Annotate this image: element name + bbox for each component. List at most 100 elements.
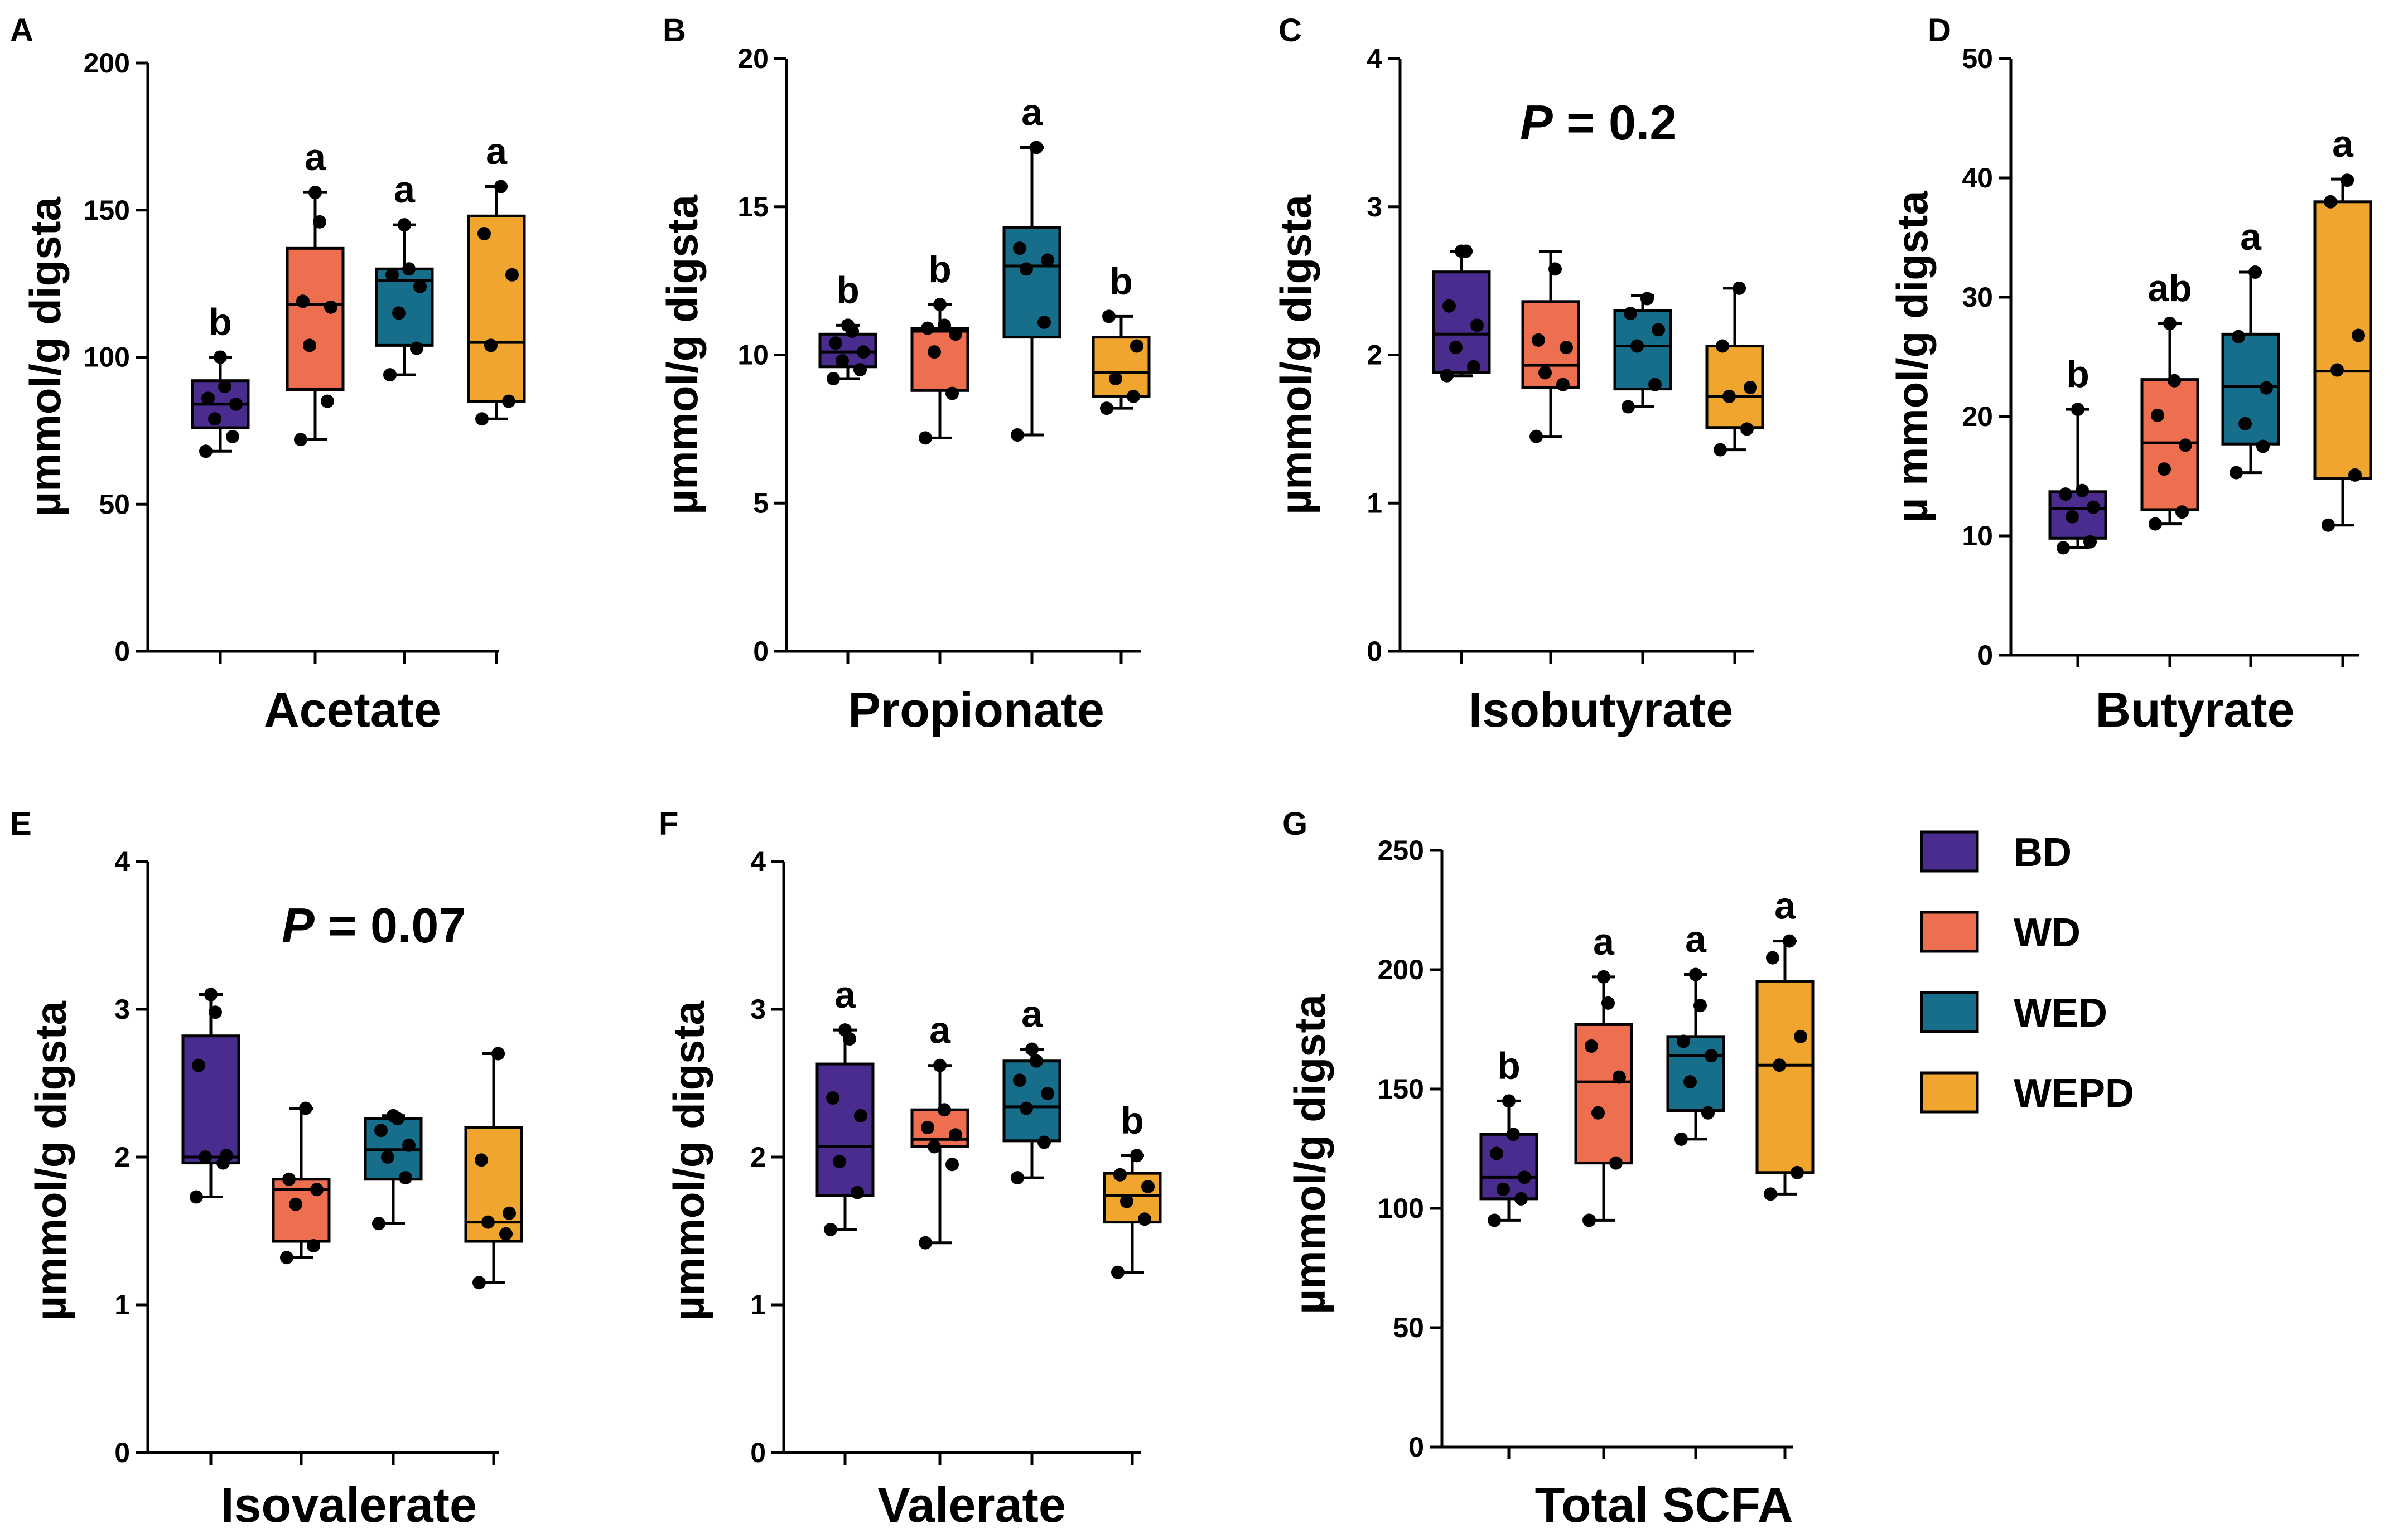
panel-b-box-wd-data-point <box>938 318 951 332</box>
panel-f-box-wepd-data-point <box>1111 1265 1125 1279</box>
panel-a-box-wepd-iqr-box <box>467 214 526 403</box>
panel-a-box-wed-data-point <box>398 218 411 232</box>
panel-e-box-wed-data-point <box>387 1109 400 1122</box>
panel-e-box-wepd-data-point <box>472 1276 486 1290</box>
panel-a-box-wepd-data-point <box>494 180 508 193</box>
panel-a-letter: A <box>10 12 33 49</box>
panel-b-box-wepd-data-point <box>1127 389 1140 403</box>
panel-b-y-tick-label: 10 <box>737 340 769 371</box>
panel-b-box-wepd-data-point <box>1109 372 1122 386</box>
panel-f-y-label: µmmol/g digsta <box>664 1001 713 1321</box>
panel-g-box-wd: a <box>1574 921 1633 1227</box>
panel-f-box-wd-data-point <box>928 1140 941 1154</box>
panel-g-y-label: µmmol/g digsta <box>1285 994 1334 1314</box>
panel-f-y-tick-label: 2 <box>750 1141 766 1173</box>
panel-a-box-bd-data-point <box>214 350 227 364</box>
panel-e-box-wepd-data-point <box>491 1047 505 1061</box>
panel-d-box-wd-data-point <box>2163 317 2177 331</box>
panel-c-y-tick-label: 2 <box>1367 340 1382 371</box>
panel-a-y-tick-label: 150 <box>84 195 130 226</box>
panel-b-box-wd-data-point <box>933 298 947 312</box>
panel-b-box-bd-data-point <box>827 372 840 386</box>
panel-g-box-wd-data-point <box>1613 1070 1626 1084</box>
panel-g-box-wepd-iqr-box <box>1755 980 1815 1174</box>
legend-swatch-wed <box>1920 991 1979 1033</box>
panel-f-box-bd-data-point <box>824 1222 837 1236</box>
panel-d-box-bd-data-point <box>2071 403 2084 417</box>
panel-a-box-wepd-data-point <box>505 268 519 282</box>
panel-g-letter: G <box>1282 806 1307 842</box>
legend-item-wepd: WEPD <box>1920 1071 2134 1116</box>
panel-e-y-tick-label: 3 <box>114 994 130 1025</box>
panel-c-box-wed-data-point <box>1648 378 1662 391</box>
panel-b-y-tick-label: 20 <box>737 43 769 74</box>
panel-e-p-value: P = 0.07 <box>282 898 466 953</box>
legend-label-bd: BD <box>2014 830 2072 875</box>
panel-c-box-wed <box>1613 292 1672 414</box>
panel-e-box-bd-data-point <box>209 1005 222 1019</box>
panel-b-box-wd-data-point <box>949 327 962 341</box>
panel-c-box-wepd-data-point <box>1714 443 1727 457</box>
panel-g-box-wepd-data-point <box>1791 1165 1804 1179</box>
panel-f-box-wepd-significance-letter: b <box>1121 1099 1144 1141</box>
panel-a-box-wed: a <box>375 168 434 382</box>
panel-c-p-value: P = 0.2 <box>1520 95 1677 150</box>
panel-e-box-wepd-data-point <box>503 1206 516 1220</box>
panel-f-box-wed-data-point <box>1011 1171 1024 1185</box>
panel-g-box-wepd-data-point <box>1764 1187 1777 1201</box>
panel-a-y-tick-label: 100 <box>84 342 130 373</box>
panel-d-box-wepd-significance-letter: a <box>2332 123 2354 165</box>
panel-a-box-wepd-data-point <box>475 412 489 426</box>
panel-b-box-bd-data-point <box>836 354 849 368</box>
panel-g-box-bd-data-point <box>1518 1170 1531 1184</box>
panel-e-box-wed-data-point <box>372 1217 385 1231</box>
panel-d-y-tick-label: 20 <box>1962 401 1993 432</box>
panel-b-box-bd-data-point <box>829 336 842 350</box>
panel-e-box-wepd-data-point <box>499 1227 513 1241</box>
panel-f-box-wed-data-point <box>1013 1073 1026 1087</box>
panel-e-box-bd-data-point <box>204 988 218 1001</box>
panel-f-box-wd-iqr-box <box>910 1108 969 1148</box>
panel-b-x-label: Propionate <box>848 682 1104 737</box>
legend-swatch-wd <box>1920 911 1979 953</box>
panel-b-box-wd-data-point <box>945 386 959 400</box>
panel-b-box-wed-data-point <box>1037 316 1051 330</box>
panel-f-y-tick-label: 1 <box>750 1289 766 1320</box>
panel-d-box-bd-data-point <box>2076 483 2089 497</box>
panel-f-box-wepd-data-point <box>1130 1149 1143 1163</box>
panel-b-box-wed-data-point <box>1030 141 1043 154</box>
panel-e-box-bd-data-point <box>220 1149 233 1163</box>
panel-f-box-bd-data-point <box>854 1109 867 1122</box>
panel-f-y-tick-label: 3 <box>750 994 766 1025</box>
panel-a-box-wepd-data-point <box>477 226 491 240</box>
panel-c-box-wepd <box>1705 281 1764 457</box>
panel-c-box-bd-data-point <box>1440 369 1454 383</box>
panel-e-box-wd-data-point <box>310 1183 324 1197</box>
panel-d-box-wepd-data-point <box>2348 468 2362 482</box>
panel-d-box-wed: a <box>2221 216 2280 480</box>
panel-c-box-wed-data-point <box>1624 307 1637 321</box>
panel-g-box-wed-data-point <box>1705 1049 1718 1063</box>
panel-g-box-bd-significance-letter: b <box>1497 1044 1521 1087</box>
panel-e-box-bd-iqr-box <box>181 1034 240 1165</box>
panel-a-box-wd-significance-letter: a <box>305 136 326 178</box>
panel-f-box-wd-data-point <box>933 1058 947 1072</box>
legend-swatch-bd <box>1920 830 1979 873</box>
panel-e-box-wepd <box>464 1047 523 1290</box>
panel-c-box-wepd-data-point <box>1722 389 1736 403</box>
panel-e-box-wd-data-point <box>299 1101 312 1115</box>
panel-e-box-bd-data-point <box>192 1058 205 1072</box>
panel-a-box-bd-significance-letter: b <box>209 301 232 343</box>
panel-b-box-wd-data-point <box>919 431 932 445</box>
panel-a-y-label: µmmol/g digsta <box>21 197 70 517</box>
panel-c-box-wed-iqr-box <box>1613 309 1672 391</box>
legend-item-wed: WED <box>1920 991 2107 1036</box>
panel-f-box-wed: a <box>1002 993 1061 1185</box>
panel-d-y-tick-label: 0 <box>1977 640 1993 671</box>
panel-f: F 0 1 2 3 4 µmmol/g digsta Valerate a a a b <box>659 806 1162 1529</box>
panel-b-box-bd-data-point <box>853 363 867 377</box>
panel-b-box-wepd-significance-letter: b <box>1109 260 1133 302</box>
panel-c-box-bd <box>1432 244 1491 383</box>
panel-b-box-wed-significance-letter: a <box>1021 91 1043 133</box>
panel-g-box-wepd-data-point <box>1766 951 1779 965</box>
